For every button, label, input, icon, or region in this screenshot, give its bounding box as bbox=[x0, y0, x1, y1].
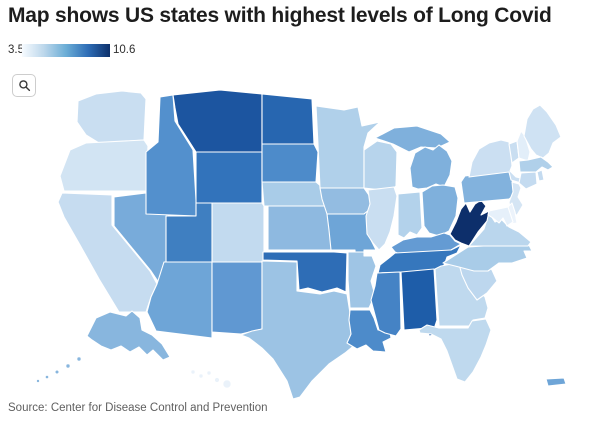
state-alabama[interactable] bbox=[400, 268, 440, 337]
state-michigan-upper[interactable] bbox=[374, 125, 451, 153]
state-wisconsin[interactable] bbox=[363, 140, 398, 192]
alaska-aleutian-island[interactable] bbox=[45, 375, 49, 379]
legend-min-label: 3.5 bbox=[8, 44, 24, 56]
state-south-dakota[interactable] bbox=[261, 143, 319, 183]
source-attribution: Source: Center for Disease Control and P… bbox=[8, 402, 268, 414]
legend-max-label: 10.6 bbox=[113, 44, 136, 56]
state-texas[interactable] bbox=[240, 260, 358, 400]
state-colorado[interactable] bbox=[211, 202, 265, 263]
state-iowa[interactable] bbox=[319, 187, 372, 215]
state-north-dakota[interactable] bbox=[261, 93, 315, 145]
state-new-york[interactable] bbox=[468, 139, 526, 184]
state-hawaii-island[interactable] bbox=[214, 377, 220, 383]
state-alaska[interactable] bbox=[86, 310, 171, 361]
territory-puerto-rico[interactable] bbox=[545, 377, 567, 387]
state-california[interactable] bbox=[57, 192, 158, 313]
state-ohio[interactable] bbox=[421, 184, 459, 237]
alaska-aleutian-island[interactable] bbox=[54, 369, 60, 375]
states-layer bbox=[36, 89, 567, 400]
alaska-aleutian-island[interactable] bbox=[65, 363, 71, 369]
state-connecticut[interactable] bbox=[518, 171, 538, 190]
state-new-hampshire[interactable] bbox=[516, 130, 531, 162]
state-west-virginia[interactable] bbox=[449, 199, 490, 247]
magnifier-icon bbox=[18, 80, 30, 92]
state-maryland[interactable] bbox=[487, 206, 514, 227]
state-oregon[interactable] bbox=[59, 139, 149, 192]
state-florida[interactable] bbox=[418, 318, 492, 383]
state-hawaii-island[interactable] bbox=[190, 369, 196, 375]
zoom-button[interactable] bbox=[12, 74, 36, 97]
state-maine[interactable] bbox=[523, 104, 562, 159]
state-indiana[interactable] bbox=[397, 191, 423, 239]
alaska-aleutian-island[interactable] bbox=[36, 379, 40, 383]
state-washington[interactable] bbox=[76, 90, 147, 144]
state-hawaii-island[interactable] bbox=[206, 370, 212, 376]
legend-gradient-bar bbox=[22, 44, 110, 57]
state-mississippi[interactable] bbox=[370, 271, 402, 337]
state-arkansas[interactable] bbox=[347, 251, 377, 309]
state-wyoming[interactable] bbox=[195, 151, 263, 204]
state-michigan-lower[interactable] bbox=[409, 144, 453, 190]
state-rhode-island[interactable] bbox=[536, 169, 545, 182]
state-kansas[interactable] bbox=[267, 205, 335, 251]
page-title: Map shows US states with highest levels … bbox=[8, 4, 552, 27]
state-oklahoma[interactable] bbox=[262, 251, 348, 293]
alaska-aleutian-island[interactable] bbox=[76, 356, 82, 362]
state-hawaii-island[interactable] bbox=[198, 373, 204, 379]
state-louisiana[interactable] bbox=[346, 309, 392, 353]
state-new-mexico[interactable] bbox=[211, 261, 263, 335]
state-illinois[interactable] bbox=[365, 186, 398, 251]
state-hawaii-island[interactable] bbox=[222, 379, 232, 389]
